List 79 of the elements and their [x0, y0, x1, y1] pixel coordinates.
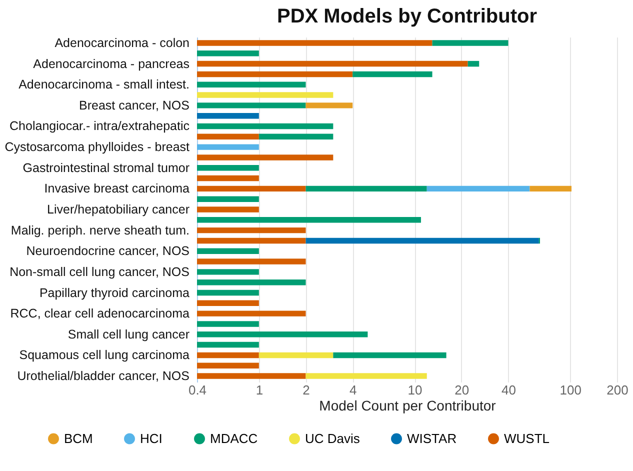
- bar: [197, 154, 334, 160]
- bar: [197, 238, 306, 244]
- bar: [197, 258, 306, 264]
- chart-title: PDX Models by Contributor: [277, 5, 538, 28]
- bar: [197, 186, 306, 192]
- x-tick-label: 2: [302, 382, 310, 398]
- bar: [197, 342, 259, 348]
- y-tick-label: Cholangiocar.- intra/extrahepatic: [10, 119, 190, 134]
- bar: [306, 373, 427, 379]
- bar: [352, 71, 432, 78]
- bar: [197, 165, 259, 171]
- legend-label: HCI: [140, 430, 162, 446]
- bar: [197, 112, 259, 119]
- y-tick-label: Adenocarcinoma - pancreas: [33, 56, 190, 71]
- x-tick-label: 4: [350, 382, 357, 398]
- bar: [306, 102, 353, 108]
- bar: [197, 102, 306, 108]
- x-tick-label: 0.4: [188, 382, 207, 398]
- bar: [530, 186, 572, 192]
- x-tick-label: 40: [501, 382, 516, 398]
- y-tick-label: Papillary thyroid carcinoma: [39, 286, 190, 300]
- bar: [197, 123, 334, 130]
- bar: [197, 332, 368, 338]
- bar: [258, 352, 334, 358]
- bar: [197, 196, 259, 202]
- y-tick-label: Malig. periph. nerve sheath tum.: [10, 223, 190, 238]
- bar: [197, 217, 421, 223]
- x-tick-label: 200: [606, 382, 628, 398]
- y-tick-label: Neuroendocrine cancer, NOS: [26, 244, 190, 258]
- bar: [197, 310, 306, 316]
- bar: [468, 60, 480, 67]
- bar: [197, 175, 259, 182]
- y-tick-label: Cystosarcoma phylloides - breast: [4, 140, 190, 154]
- y-tick-label: Liver/hepatobiliary cancer: [47, 202, 190, 216]
- bar: [426, 186, 530, 192]
- bar: [306, 238, 539, 244]
- x-tick-label: 20: [454, 382, 470, 398]
- bar: [197, 352, 259, 358]
- legend-label: WUSTL: [504, 430, 550, 446]
- y-tick-label: Squamous cell lung carcinoma: [19, 348, 190, 362]
- bar: [306, 186, 427, 192]
- y-tick-label: RCC, clear cell adenocarcinoma: [10, 306, 190, 321]
- bar: [197, 248, 259, 254]
- x-axis-title: Model Count per Contributor: [319, 398, 496, 414]
- bar: [197, 71, 353, 78]
- y-tick-label: Breast cancer, NOS: [79, 98, 190, 112]
- x-tick-label: 10: [408, 382, 422, 398]
- bar: [197, 300, 259, 306]
- bar: [197, 40, 432, 46]
- y-tick-label: Urothelial/bladder cancer, NOS: [17, 369, 190, 384]
- bar: [197, 321, 259, 327]
- y-tick-label: Gastrointestinal stromal tumor: [22, 160, 190, 175]
- bar: [333, 352, 446, 358]
- y-tick-label: Small cell lung cancer: [68, 327, 190, 342]
- bar: [197, 92, 334, 98]
- legend-label: UC Davis: [305, 430, 360, 446]
- legend-label: BCM: [64, 430, 93, 446]
- bar: [258, 134, 334, 140]
- bar: [197, 362, 259, 368]
- bar: [197, 50, 259, 56]
- bar: [197, 373, 306, 379]
- bar: [197, 279, 306, 286]
- y-tick-label: Non-small cell lung cancer, NOS: [10, 264, 190, 279]
- bar: [197, 206, 259, 212]
- legend-label: WISTAR: [407, 430, 457, 446]
- bar: [432, 40, 508, 46]
- bar: [197, 227, 306, 234]
- bar: [197, 134, 259, 140]
- y-tick-label: Adenocarcinoma - small intest.: [18, 78, 190, 92]
- x-tick-label: 1: [256, 382, 264, 398]
- x-tick-label: 100: [560, 382, 582, 398]
- bar: [197, 269, 259, 275]
- y-tick-label: Invasive breast carcinoma: [44, 182, 190, 196]
- legend-label: MDACC: [210, 430, 258, 446]
- bar: [197, 60, 468, 67]
- bar: [197, 144, 259, 150]
- bar: [197, 290, 259, 296]
- y-tick-label: Adenocarcinoma - colon: [54, 36, 190, 50]
- bar: [197, 82, 306, 88]
